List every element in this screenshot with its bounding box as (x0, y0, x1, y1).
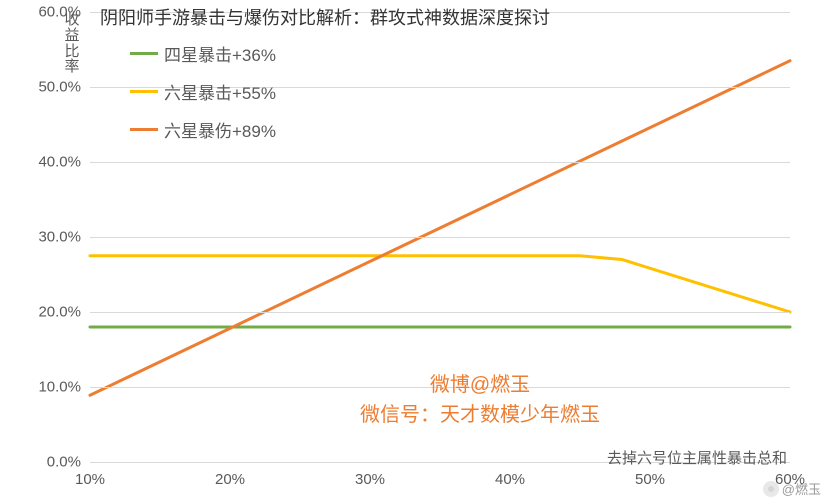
x-tick-label: 10% (75, 471, 105, 488)
y-tick-label: 50.0% (11, 79, 81, 96)
y-axis-title: 收益比率 (64, 12, 80, 75)
legend-item: 四星暴击+36% (130, 34, 276, 72)
gridline (90, 312, 790, 313)
gridline (90, 162, 790, 163)
x-tick-label: 20% (215, 471, 245, 488)
legend-label: 六星暴伤+89% (164, 117, 276, 142)
credit-line-2: 微信号：天才数模少年燃玉 (280, 400, 680, 430)
legend-item: 六星暴伤+89% (130, 110, 276, 148)
y-tick-label: 40.0% (11, 154, 81, 171)
series-line (90, 256, 790, 312)
legend: 四星暴击+36% 六星暴击+55% 六星暴伤+89% (130, 34, 276, 148)
credit-text: 微博@燃玉 微信号：天才数模少年燃玉 (280, 370, 680, 430)
x-tick-label: 60% (775, 471, 805, 488)
legend-swatch (130, 52, 158, 55)
x-tick-label: 30% (355, 471, 385, 488)
legend-label: 六星暴击+55% (164, 79, 276, 104)
legend-label: 四星暴击+36% (164, 41, 276, 66)
x-axis-title: 去掉六号位主属性暴击总和 (607, 447, 787, 468)
credit-line-1: 微博@燃玉 (280, 370, 680, 400)
legend-swatch (130, 90, 158, 93)
y-tick-label: 60.0% (11, 4, 81, 21)
y-tick-label: 0.0% (11, 454, 81, 471)
y-tick-label: 10.0% (11, 379, 81, 396)
y-tick-label: 20.0% (11, 304, 81, 321)
legend-item: 六星暴击+55% (130, 72, 276, 110)
legend-swatch (130, 128, 158, 131)
gridline (90, 237, 790, 238)
x-tick-label: 50% (635, 471, 665, 488)
page-title: 阴阳师手游暴击与爆伤对比解析：群攻式神数据深度探讨 (100, 4, 550, 30)
x-tick-label: 40% (495, 471, 525, 488)
y-tick-label: 30.0% (11, 229, 81, 246)
